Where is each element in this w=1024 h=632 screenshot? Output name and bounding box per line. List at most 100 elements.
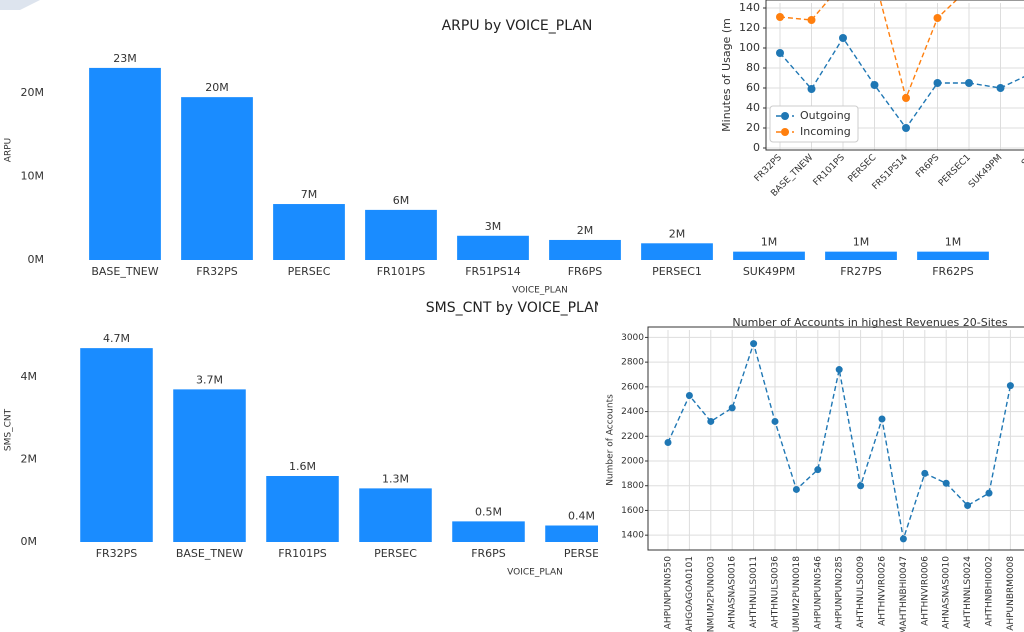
bar [365, 209, 437, 260]
corner-decor [0, 0, 40, 10]
marker [921, 469, 929, 477]
marker [878, 415, 886, 423]
series-line [667, 341, 1012, 540]
data-label: 23M [113, 52, 137, 65]
y-axis-label: ARPU [4, 138, 14, 162]
y-tick-label: 10M [21, 169, 45, 182]
y-tick-label: 1600 [621, 506, 644, 516]
y-axis-label: Number of Accounts [606, 394, 616, 486]
y-tick-label: 1800 [621, 481, 644, 491]
x-tick-label: AHNASNAS0016 [728, 556, 738, 629]
plot-area [648, 330, 1024, 550]
legend-label: Outgoing [800, 109, 851, 122]
x-tick-label: AHNASNAS0010 [942, 556, 952, 629]
y-tick-label: 2400 [621, 407, 644, 417]
marker [750, 340, 758, 348]
x-tick-label: NMUM2PUN0003 [706, 556, 716, 632]
data-label: 4.7M [103, 332, 130, 345]
bar [641, 243, 713, 260]
y-tick-label: 140 [739, 1, 760, 14]
x-tick-label: AHPUNPUN0546 [813, 556, 823, 630]
y-tick-label: 60 [746, 81, 760, 94]
x-tick-label: UMUM2PUN0018 [792, 556, 802, 632]
plot-frame [765, 0, 1024, 151]
y-tick-label: 40 [746, 101, 760, 114]
bar [545, 525, 598, 542]
y-tick-label: 80 [746, 61, 760, 74]
x-tick-label: PERSE [564, 547, 599, 560]
x-tick-label: BASE_TNEW [91, 265, 158, 278]
marker [933, 79, 942, 87]
data-label: 3.7M [196, 373, 223, 386]
legend-label: Incoming [800, 125, 851, 138]
x-tick-label: AHGOAGOA0101 [685, 556, 695, 632]
panel-bg [598, 300, 1024, 632]
y-tick-label: 2M [21, 453, 38, 466]
x-tick-label: SU [1020, 153, 1024, 169]
marker [857, 482, 865, 490]
y-tick-label: 20M [21, 86, 45, 99]
y-tick-label: 4M [21, 370, 38, 383]
bar [181, 97, 253, 260]
data-label: 2M [669, 227, 686, 240]
marker [807, 16, 816, 24]
chart-title: Number of Accounts in highest Revenues 2… [732, 316, 1007, 329]
bar [80, 348, 153, 542]
marker [776, 49, 784, 57]
marker [835, 366, 843, 374]
legend-marker [781, 128, 789, 136]
bar [733, 251, 805, 260]
marker [964, 502, 972, 510]
x-tick-label: AHPUNPUN0285 [835, 556, 845, 629]
x-tick-label: AHTHNULS0036 [771, 556, 781, 628]
x-tick-label: AHTHNNLS0024 [963, 556, 973, 629]
chart-panel: ARPU by VOICE_PLANVOICE_PLANARPU0M10M20M… [4, 18, 989, 296]
marker [776, 13, 784, 21]
marker [985, 489, 993, 497]
data-label: 7M [301, 188, 318, 201]
bar [452, 521, 525, 542]
data-label: 3M [485, 220, 502, 233]
chart-panel: Minutes of Usage (m020406080100120140FR3… [700, 0, 1024, 215]
chart-panel: SMS_CNT by VOICE_PLAN VOICE_PLAN SMS_CNT 0M… [4, 300, 599, 578]
y-tick-label: 120 [739, 21, 760, 34]
marker [933, 14, 942, 22]
marker [792, 485, 800, 493]
x-tick-label: FR6PS [568, 265, 603, 278]
x-tick-label: AHTHNBHI0002 [985, 556, 995, 626]
bar [173, 389, 246, 542]
data-label: 1.3M [382, 472, 409, 485]
y-tick-label: 2000 [621, 457, 644, 467]
x-tick-label: AHTHNVIR0026 [878, 556, 888, 626]
data-label: 1.6M [289, 460, 316, 473]
x-tick-label: MAHTHNBHI0047 [899, 556, 909, 632]
x-tick-label: PERSEC [374, 547, 417, 560]
marker [707, 417, 715, 425]
data-label: 1M [761, 236, 778, 249]
x-tick-label: BASE_TNEW [176, 547, 243, 560]
marker [902, 94, 910, 102]
y-tick-label: 0 [753, 141, 760, 154]
x-tick-label: FR51PS14 [465, 265, 521, 278]
chart-panel: Number of Accounts in highest Revenues 2… [598, 300, 1024, 632]
x-tick-label: AHTHNULS0009 [856, 556, 866, 628]
data-label: 1M [945, 236, 962, 249]
y-tick-label: 100 [739, 41, 760, 54]
marker [1006, 382, 1014, 390]
x-tick-label: PERSEC [288, 265, 331, 278]
marker [807, 85, 816, 93]
x-tick-label: FR62PS [932, 265, 974, 278]
bar [457, 235, 529, 260]
y-tick-label: 2200 [621, 432, 644, 442]
data-label: 0.4M [568, 510, 595, 523]
marker [839, 34, 847, 42]
bar [273, 204, 345, 260]
marker [870, 81, 879, 89]
bar [89, 67, 161, 260]
x-tick-label: FR101PS [278, 547, 327, 560]
data-label: 6M [393, 194, 410, 207]
bar [917, 251, 989, 260]
marker [965, 79, 973, 87]
x-tick-label: FR32PS [96, 547, 138, 560]
